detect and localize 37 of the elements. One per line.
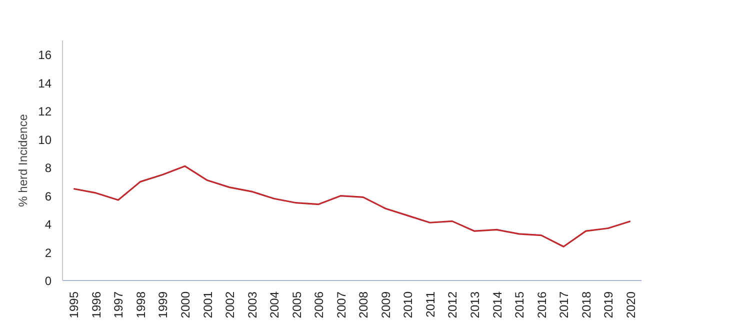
x-tick-label: 2006	[312, 291, 326, 318]
x-tick-label: 2000	[178, 291, 192, 318]
x-tick-label: 2012	[446, 291, 460, 318]
y-tick-label: 8	[44, 161, 52, 176]
y-tick-label: 10	[38, 132, 52, 147]
x-tick-label: 1999	[156, 291, 170, 318]
x-tick-label: 2016	[534, 291, 549, 318]
x-tick-label: 2009	[378, 291, 393, 318]
x-tick-label: 1998	[134, 291, 148, 318]
line-series	[72, 165, 632, 248]
x-tick-label: 2004	[268, 291, 282, 318]
x-tick-label: 2015	[512, 291, 527, 318]
x-tick-label: 2018	[579, 291, 594, 318]
x-tick-label: 2010	[401, 291, 416, 318]
y-tick-label: 14	[38, 76, 52, 90]
y-tick-label: 2	[44, 246, 52, 260]
x-tick-label: 2003	[245, 291, 260, 318]
y-axis-title: % herd Incidence	[16, 114, 30, 207]
x-tick-label: 2017	[557, 291, 572, 318]
x-tick-label: 2007	[334, 291, 348, 318]
y-tick-label: 16	[38, 48, 52, 62]
x-tick-label: 1997	[112, 291, 126, 318]
y-tick-label: 0	[44, 274, 52, 288]
x-tick-label: 1995	[67, 291, 82, 318]
x-tick-label: 2005	[290, 291, 304, 318]
x-tick-label: 2008	[356, 291, 371, 318]
x-tick-label: 2020	[624, 291, 638, 318]
x-tick-label: 2001	[200, 291, 215, 318]
y-tick-label: 4	[44, 218, 52, 232]
x-tick-label: 2014	[490, 291, 504, 318]
x-tick-label: 2019	[602, 291, 616, 318]
x-tick-label: 1996	[89, 291, 104, 318]
x-tick-label: 2002	[223, 291, 238, 318]
x-tick-label: 2013	[468, 291, 482, 318]
y-tick-label: 6	[44, 189, 52, 204]
y-tick-label: 12	[38, 104, 52, 119]
x-tick-label: 2011	[423, 291, 438, 318]
